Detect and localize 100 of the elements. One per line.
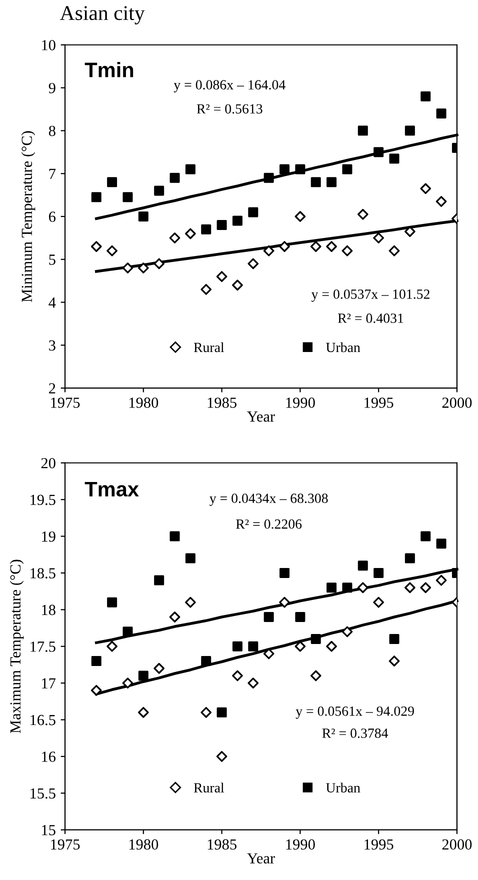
point (279, 596, 290, 608)
point (389, 154, 400, 164)
point (216, 707, 227, 718)
legend-label: Rural (194, 782, 224, 792)
point (91, 192, 102, 202)
text: Tmin (84, 62, 134, 78)
point (107, 177, 118, 188)
point (388, 245, 400, 256)
point (404, 553, 415, 564)
point (106, 640, 118, 652)
x-tick-label: 2000 (442, 839, 472, 850)
y-axis-title: Minimum Temperature (°C) (21, 131, 36, 302)
point (404, 582, 416, 594)
y-tick-label: 5 (49, 254, 56, 265)
point (216, 220, 227, 230)
x-tick-label: 1975 (51, 839, 80, 850)
point (326, 582, 337, 593)
point (342, 582, 352, 593)
point (90, 241, 102, 252)
point (280, 164, 290, 174)
point (374, 568, 384, 578)
point (185, 553, 196, 564)
point (170, 531, 180, 542)
point (420, 91, 431, 102)
y-tick-label: 4 (48, 298, 56, 308)
point (90, 684, 102, 696)
annotation: R² = 0.2206 (236, 519, 302, 529)
point (122, 262, 134, 274)
point (294, 640, 306, 652)
point (326, 177, 337, 188)
point (107, 597, 118, 608)
y-tick-label: 7 (49, 168, 56, 179)
point (216, 751, 228, 762)
text: Tmax (84, 482, 139, 497)
y-axis-title: Maximum Temperature (°C) (10, 560, 24, 734)
point (138, 670, 148, 681)
annotation: y = 0.086x – 164.04 (174, 80, 286, 92)
x-tick-label: 1995 (364, 839, 394, 850)
legend-label: Urban (326, 782, 360, 792)
point (326, 640, 337, 652)
point (342, 164, 352, 174)
x-tick-label: 1980 (129, 398, 158, 408)
point (232, 641, 242, 652)
point (342, 245, 353, 256)
x-tick-label: 1975 (51, 398, 80, 408)
text: Asian city (60, 6, 145, 24)
x-tick-label: 1990 (286, 398, 315, 408)
y-tick-label: 8 (48, 126, 56, 136)
x-tick-label: 2000 (442, 398, 472, 408)
point (106, 245, 118, 256)
y-tick-label: 18 (42, 604, 56, 616)
point (436, 108, 446, 119)
point (357, 582, 368, 594)
point (420, 582, 432, 594)
point (185, 164, 196, 174)
annotation: R² = 0.5613 (196, 104, 262, 114)
point (420, 183, 432, 194)
y-tick-label: 6 (49, 212, 56, 222)
y-tick-label: 15 (42, 825, 56, 836)
annotation: R² = 0.3784 (322, 728, 388, 738)
point (389, 634, 400, 644)
point (200, 284, 212, 295)
y-tick-label: 3 (49, 340, 56, 351)
point (138, 211, 148, 222)
annotation: y = 0.0434x – 68.308 (210, 494, 328, 506)
point (248, 641, 258, 652)
point (154, 186, 164, 196)
point (436, 538, 446, 549)
legend-label: Rural (194, 342, 224, 352)
point (91, 656, 102, 666)
point (170, 172, 180, 183)
point (388, 656, 400, 666)
point (264, 172, 274, 183)
point (373, 596, 384, 608)
point (169, 232, 180, 244)
point (248, 678, 259, 688)
point (342, 626, 353, 638)
point (122, 678, 134, 688)
point (310, 241, 322, 252)
point (154, 258, 165, 270)
point (184, 596, 196, 608)
y-tick-label: 19.5 (30, 494, 56, 506)
point (201, 656, 212, 666)
point (232, 280, 243, 291)
x-tick-label: 1985 (208, 398, 236, 408)
point (279, 241, 290, 252)
y-tick-label: 9 (48, 82, 56, 94)
point (420, 531, 431, 542)
y-tick-label: 20 (41, 458, 56, 468)
x-tick-label: 1995 (364, 398, 394, 408)
point (184, 228, 196, 240)
point (358, 126, 368, 136)
y-tick-label: 15.5 (30, 788, 56, 799)
point (122, 192, 133, 202)
point (280, 568, 290, 578)
point (295, 612, 306, 622)
y-tick-label: 18.5 (30, 568, 56, 578)
point (154, 575, 164, 586)
x-tick-label: 1990 (286, 839, 315, 850)
point (169, 612, 180, 622)
